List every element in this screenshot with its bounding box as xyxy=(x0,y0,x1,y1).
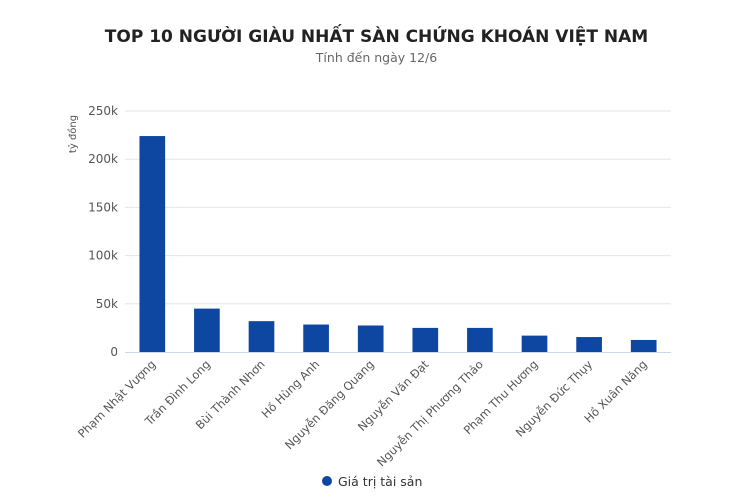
y-axis-label: tỷ đồng xyxy=(67,115,79,153)
chart-subtitle: Tính đến ngày 12/6 xyxy=(315,50,437,65)
bar[interactable] xyxy=(576,337,602,352)
legend[interactable]: Giá trị tài sản xyxy=(322,474,422,489)
y-axis-ticks: 0 50k 100k 150k 200k 250k xyxy=(88,104,118,359)
bar[interactable] xyxy=(630,339,657,352)
bar[interactable] xyxy=(303,324,329,352)
y-tick-label: 150k xyxy=(88,200,118,214)
y-tick-label: 100k xyxy=(88,249,118,263)
legend-label: Giá trị tài sản xyxy=(338,474,422,489)
y-tick-label: 50k xyxy=(96,297,118,311)
gridlines xyxy=(125,110,671,305)
bars xyxy=(139,136,657,352)
y-tick-label: 0 xyxy=(110,345,118,359)
x-tick-label: Nguyễn Đăng Quang xyxy=(282,357,377,452)
bar[interactable] xyxy=(357,325,384,352)
bar[interactable] xyxy=(139,136,166,352)
legend-marker xyxy=(322,476,332,486)
y-tick-label: 200k xyxy=(88,152,118,166)
bar[interactable] xyxy=(521,335,548,352)
y-tick-label: 250k xyxy=(88,104,118,118)
bar[interactable] xyxy=(412,327,439,352)
x-tick-label: Nguyễn Thị Phương Thảo xyxy=(374,357,486,469)
x-tick-label: Phạm Nhật Vượng xyxy=(75,357,158,440)
bar[interactable] xyxy=(194,308,220,352)
bar[interactable] xyxy=(467,327,493,352)
chart-title: TOP 10 NGƯỜI GIÀU NHẤT SÀN CHỨNG KHOÁN V… xyxy=(105,23,648,47)
bar[interactable] xyxy=(248,321,275,352)
